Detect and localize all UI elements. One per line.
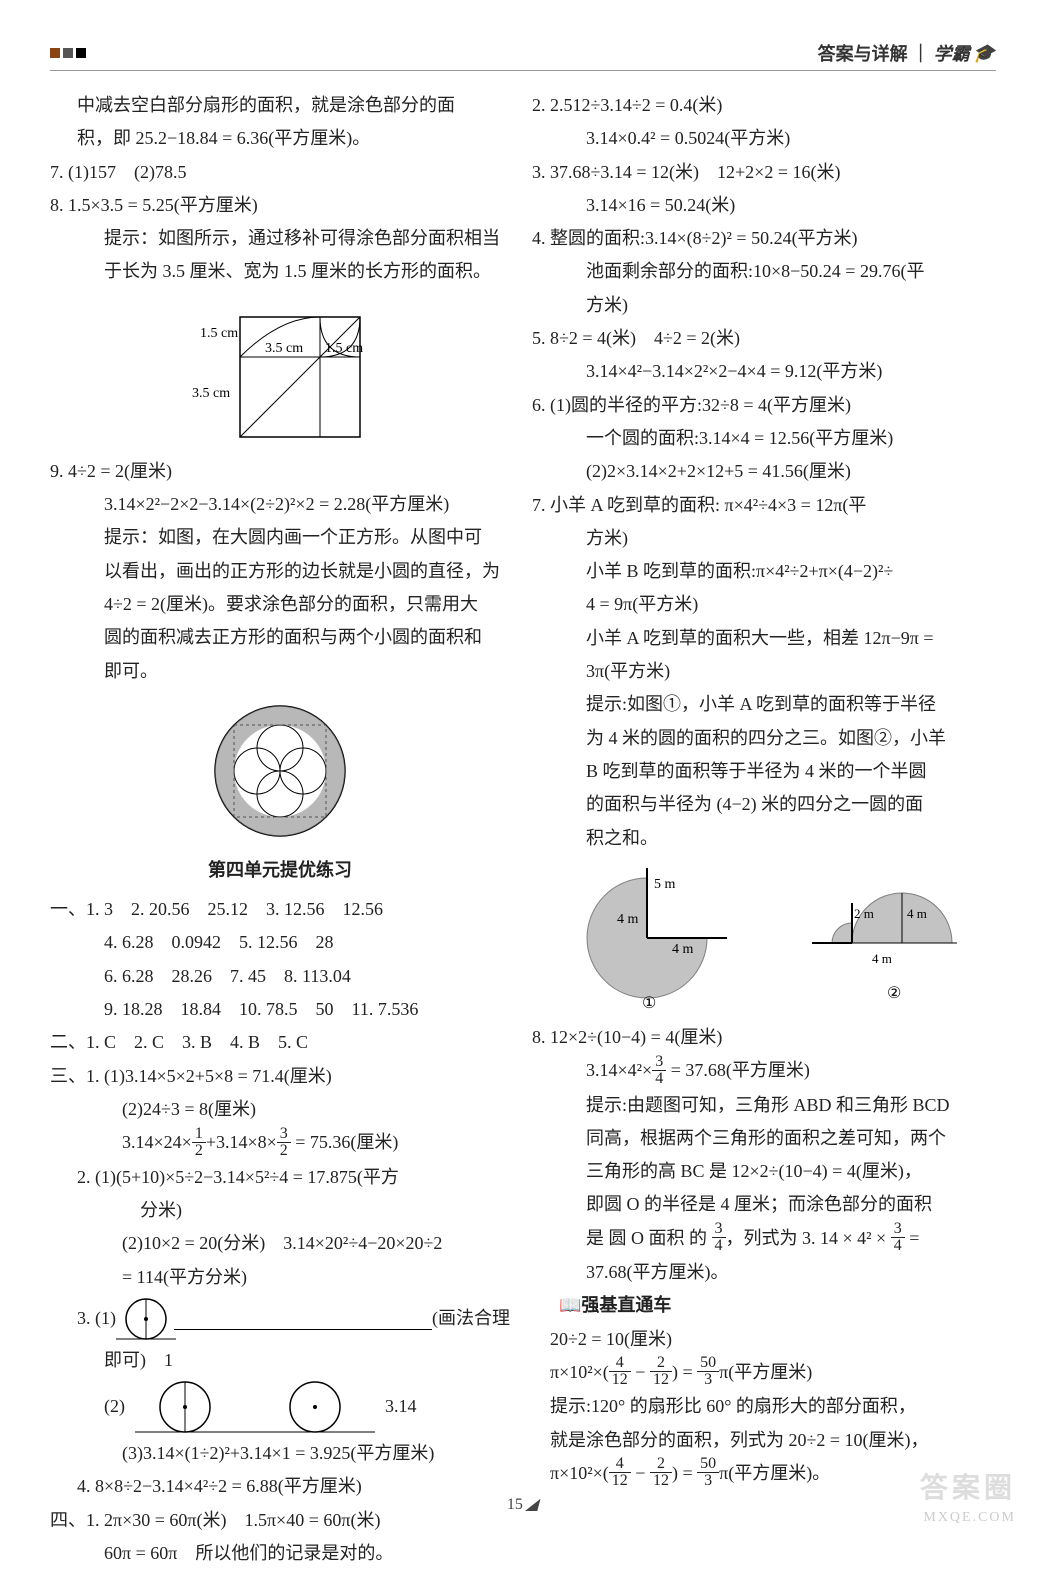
svg-text:4 m: 4 m [672, 942, 694, 957]
svg-text:1.5 cm: 1.5 cm [325, 341, 363, 356]
yi-2: 4. 6.28 0.0942 5. 12.56 28 [50, 926, 510, 959]
figure-rectangle: 1.5 cm 3.5 cm 1.5 cm 3.5 cm [50, 297, 510, 447]
si-1a: 四、1. 2π×30 = 60π(米) 1.5π×40 = 60π(米) [50, 1504, 510, 1537]
si-1b: 60π = 60π 所以他们的记录是对的。 [50, 1537, 510, 1570]
q9c: 提示：如图，在大圆内画一个正方形。从图中可 [50, 521, 510, 554]
yi-3: 6. 6.28 28.26 7. 45 8. 113.04 [50, 960, 510, 993]
right-column: 2. 2.512÷3.14÷2 = 0.4(米) 3.14×0.4² = 0.5… [532, 89, 992, 1570]
circle-small-icon [116, 1294, 176, 1344]
q8c: 于长为 3.5 厘米、宽为 1.5 厘米的长方形的面积。 [50, 255, 510, 288]
r-q8h: 37.68(平方厘米)。 [532, 1256, 992, 1289]
q9g: 即可。 [50, 655, 510, 688]
qj-1: 20÷2 = 10(厘米) [532, 1323, 992, 1356]
qj-3: 提示:120° 的扇形比 60° 的扇形大的部分面积， [532, 1390, 992, 1423]
watermark-small: MXQE.COM [923, 1510, 1016, 1526]
qj-4: 就是涂色部分的面积，列式为 20÷2 = 10(厘米)， [532, 1424, 992, 1457]
r-q3b: 3.14×16 = 50.24(米) [532, 189, 992, 222]
r-q7c: 小羊 A 吃到草的面积大一些，相差 12π−9π = [532, 622, 992, 655]
r-q4b: 池面剩余部分的面积:10×8−50.24 = 29.76(平 [532, 255, 992, 288]
r-q7a2: 方米) [532, 522, 992, 555]
header-text-a: 答案与详解 [818, 40, 908, 66]
q9d: 以看出，画出的正方形的边长就是小圆的直径，为 [50, 555, 510, 588]
san-3c: (3)3.14×(1÷2)²+3.14×1 = 3.925(平方厘米) [50, 1437, 510, 1470]
header-text-b: 学霸 [934, 40, 970, 66]
r-q7h: 积之和。 [532, 822, 992, 855]
svg-text:4 m: 4 m [907, 906, 927, 921]
svg-text:4 m: 4 m [872, 951, 892, 966]
san-3-row2: (2) 3.14 [50, 1377, 510, 1437]
san-2a: 2. (1)(5+10)×5÷2−3.14×5²÷4 = 17.875(平方 [50, 1161, 510, 1194]
left-column: 中减去空白部分扇形的面积，就是涂色部分的面 积，即 25.2−18.84 = 6… [50, 89, 510, 1570]
header-marks [50, 48, 86, 58]
r-q8e: 三角形的高 BC 是 12×2÷(10−4) = 4(厘米)， [532, 1155, 992, 1188]
q8b: 提示：如图所示，通过移补可得涂色部分面积相当 [50, 222, 510, 255]
r-q6a: 6. (1)圆的半径的平方:32÷8 = 4(平方厘米) [532, 389, 992, 422]
q9b: 3.14×2²−2×2−3.14×(2÷2)²×2 = 2.28(平方厘米) [50, 488, 510, 521]
san-2b2: = 114(平方分米) [50, 1261, 510, 1294]
yi-1: 一、1. 3 2. 20.56 25.12 3. 12.56 12.56 [50, 893, 510, 926]
r-q8g: 是 圆 O 面积 的 34，列式为 3. 14 × 4² × 34 = [532, 1222, 992, 1256]
content-columns: 中减去空白部分扇形的面积，就是涂色部分的面 积，即 25.2−18.84 = 6… [50, 89, 996, 1570]
r-q6b: 一个圆的面积:3.14×4 = 12.56(平方厘米) [532, 422, 992, 455]
r-q7b2: 4 = 9π(平方米) [532, 588, 992, 621]
svg-text:4 m: 4 m [617, 912, 639, 927]
r-q7b: 小羊 B 吃到草的面积:π×4²÷2+π×(4−2)²÷ [532, 555, 992, 588]
r-q2a: 2. 2.512÷3.14÷2 = 0.4(米) [532, 89, 992, 122]
q8a: 8. 1.5×3.5 = 5.25(平方厘米) [50, 189, 510, 222]
text: 积，即 25.2−18.84 = 6.36(平方厘米)。 [50, 122, 510, 155]
svg-text:1.5 cm: 1.5 cm [200, 326, 238, 341]
r-q8f: 即圆 O 的半径是 4 厘米；而涂色部分的面积 [532, 1188, 992, 1221]
figure-sheep: 5 m 4 m 4 m ① 2 m 4 m 4 m ② [532, 863, 992, 1013]
q7: 7. (1)157 (2)78.5 [50, 156, 510, 189]
q9a: 9. 4÷2 = 2(厘米) [50, 455, 510, 488]
r-q6c: (2)2×3.14×2+2×12+5 = 41.56(厘米) [532, 455, 992, 488]
r-q4c: 方米) [532, 289, 992, 322]
section-title: 第四单元提优练习 [50, 854, 510, 887]
r-q7a: 7. 小羊 A 吃到草的面积: π×4²÷4×3 = 12π(平 [532, 489, 992, 522]
q9e: 4÷2 = 2(厘米)。要求涂色部分的面积，只需用大 [50, 588, 510, 621]
r-q3a: 3. 37.68÷3.14 = 12(米) 12+2×2 = 16(米) [532, 156, 992, 189]
r-q8d: 同高，根据两个三角形的面积之差可知，两个 [532, 1122, 992, 1155]
qj-title: 📖强基直通车 [532, 1289, 992, 1322]
r-q8a: 8. 12×2÷(10−4) = 4(厘米) [532, 1021, 992, 1054]
er: 二、1. C 2. C 3. B 4. B 5. C [50, 1026, 510, 1059]
two-circles-icon [135, 1377, 375, 1437]
r-q7c2: 3π(平方米) [532, 655, 992, 688]
header-title: 答案与详解 ｜ 学霸 🎓 [818, 40, 996, 66]
r-q7e: 为 4 米的圆的面积的四分之三。如图②，小羊 [532, 722, 992, 755]
yi-4: 9. 18.28 18.84 10. 78.5 50 11. 7.536 [50, 993, 510, 1026]
svg-text:5 m: 5 m [654, 877, 676, 892]
page-number: 15 ◢ [507, 1494, 539, 1514]
r-q8c: 提示:由题图可知，三角形 ABD 和三角形 BCD [532, 1089, 992, 1122]
r-q8b: 3.14×4²×34 = 37.68(平方厘米) [532, 1054, 992, 1088]
svg-text:2 m: 2 m [854, 906, 874, 921]
svg-text:①: ① [642, 995, 656, 1012]
text: 中减去空白部分扇形的面积，就是涂色部分的面 [50, 89, 510, 122]
san-2a2: 分米) [50, 1194, 510, 1227]
r-q5b: 3.14×4²−3.14×2²×2−4×4 = 9.12(平方米) [532, 355, 992, 388]
san-3-row1: 3. (1) (画法合理 [50, 1294, 510, 1344]
san-2b: (2)10×2 = 20(分米) 3.14×20²÷4−20×20÷2 [50, 1227, 510, 1260]
san-1a: 三、1. (1)3.14×5×2+5×8 = 71.4(厘米) [50, 1060, 510, 1093]
qj-2: π×10²×(412 − 212) = 503π(平方厘米) [532, 1356, 992, 1390]
q9f: 圆的面积减去正方形的面积与两个小圆的面积和 [50, 621, 510, 654]
graduation-cap-icon: 🎓 [971, 43, 999, 64]
r-q7g: 的面积与半径为 (4−2) 米的四分之一圆的面 [532, 788, 992, 821]
svg-text:②: ② [887, 985, 901, 1002]
r-q4a: 4. 整圆的面积:3.14×(8÷2)² = 50.24(平方米) [532, 222, 992, 255]
san-1b: (2)24÷3 = 8(厘米) [50, 1093, 510, 1126]
svg-text:3.5 cm: 3.5 cm [265, 341, 303, 356]
figure-circle-petals [50, 696, 510, 846]
r-q7d: 提示:如图①，小羊 A 吃到草的面积等于半径 [532, 688, 992, 721]
page-header: 答案与详解 ｜ 学霸 🎓 [50, 40, 996, 71]
watermark-big: 答案圈 [920, 1466, 1016, 1506]
san-3a-r2: 即可) 1 [50, 1344, 510, 1377]
svg-text:3.5 cm: 3.5 cm [192, 386, 230, 401]
r-q2b: 3.14×0.4² = 0.5024(平方米) [532, 122, 992, 155]
r-q5a: 5. 8÷2 = 4(米) 4÷2 = 2(米) [532, 322, 992, 355]
san-1c: 3.14×24×12+3.14×8×32 = 75.36(厘米) [50, 1126, 510, 1160]
r-q7f: B 吃到草的面积等于半径为 4 米的一个半圆 [532, 755, 992, 788]
san-4: 4. 8×8÷2−3.14×4²÷2 = 6.88(平方厘米) [50, 1470, 510, 1503]
